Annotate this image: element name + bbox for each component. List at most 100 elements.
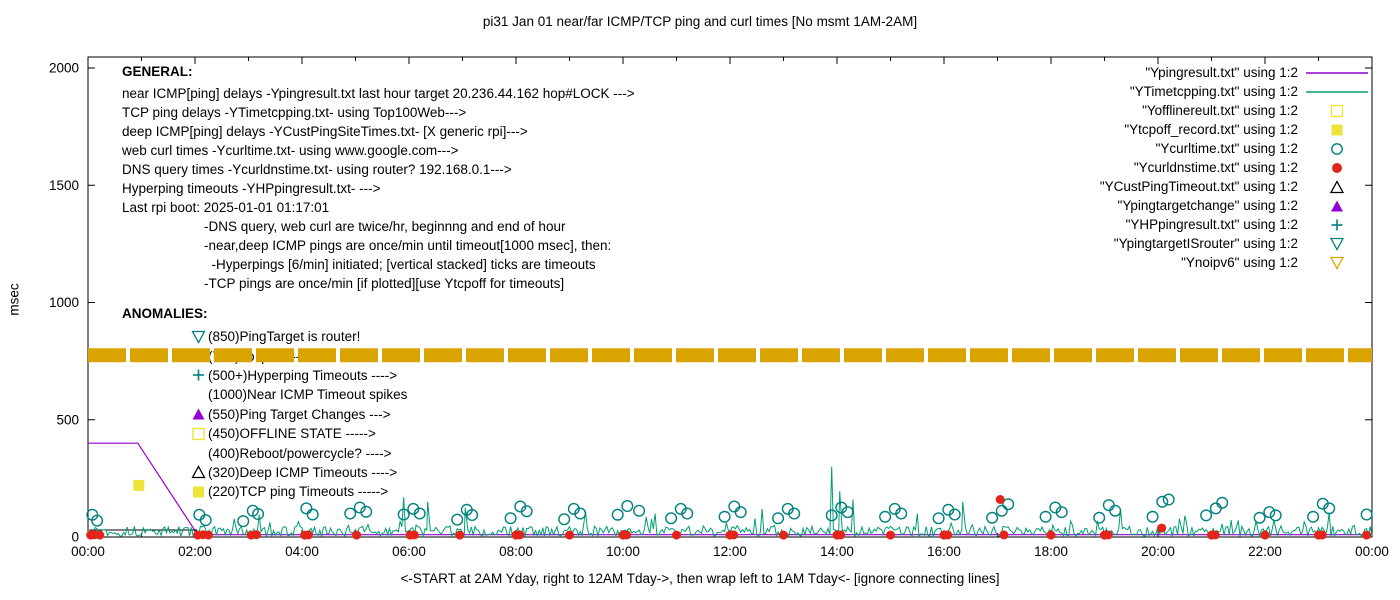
x-tick-label: 18:00 [1034,544,1068,559]
general-line: -near,deep ICMP pings are once/min until… [204,238,612,253]
general-line: -DNS query, web curl are twice/hr, begin… [204,219,566,234]
curl-point [1002,498,1015,511]
anomaly-line: (320)Deep ICMP Timeouts ----> [191,463,407,482]
dns-point [252,530,261,540]
legend-item: "YpingtargetISrouter" using 1:2 [1030,234,1370,253]
dns-point [455,530,465,540]
anomaly-line-text: (450)OFFLINE STATE -----> [208,426,376,442]
plus-icon [191,368,208,382]
curl-point [948,508,961,521]
dns-point [515,530,525,540]
curl-point [788,507,801,520]
curl-point [1200,509,1213,522]
curl-point [1253,511,1266,524]
y-tick-label: 500 [56,412,79,427]
anomaly-line-text: (320)Deep ICMP Timeouts ----> [208,464,398,480]
general-line: TCP ping delays -YTimetcpping.txt- using… [122,105,467,120]
curl-point [451,513,464,526]
line-icon [1304,85,1370,99]
general-line: web curl times -Ycurltime.txt- using www… [122,143,459,158]
y-tick-label: 1500 [49,178,79,193]
dns-point [95,530,105,540]
x-tick-label: 16:00 [927,544,961,559]
x-tick-label: 04:00 [285,544,319,559]
curl-point [1109,504,1122,517]
curl-point [681,507,694,520]
dns-point [352,530,362,540]
dns-point [203,530,213,540]
dns-point [729,530,739,540]
curl-point [91,514,104,527]
x-tick-label: 00:00 [71,544,105,559]
curl-point [574,507,587,520]
y-tick-label: 2000 [49,61,79,76]
legend-item-label: "Ypingtargetchange" using 1:2 [1117,198,1298,213]
curl-point [558,513,571,526]
tcp-ping-line [87,466,1373,539]
circle-filled-icon [1304,161,1370,175]
dns-point [995,495,1005,504]
legend-item: "Ycurltime.txt" using 1:2 [1030,139,1370,158]
curl-point [986,511,999,524]
legend-item-label: "Ynoipv6" using 1:2 [1181,255,1298,270]
x-tick-label: 06:00 [392,544,426,559]
x-tick-label: 12:00 [713,544,747,559]
anomaly-line: (500+)Hyperping Timeouts ----> [191,366,407,385]
curl-point [728,500,741,513]
curl-point [1102,499,1115,512]
anomaly-line-text: (850)PingTarget is router! [208,329,361,345]
dns-point [622,530,632,540]
curl-point [841,506,854,519]
dns-point [1157,523,1167,533]
x-axis-label: <-START at 2AM Yday, right to 12AM Tday-… [400,571,1000,586]
dns-point [886,530,895,540]
curl-point [306,508,319,521]
square-filled-icon [1304,123,1370,137]
y-tick-label: 1000 [49,295,79,310]
dns-point [672,530,681,540]
dns-point [1317,530,1327,540]
curl-point [1156,495,1169,508]
x-tick-label: 22:00 [1248,544,1282,559]
dns-point [1103,530,1113,540]
dns-point [836,530,846,540]
curl-point [504,512,517,525]
legend-item: "Ytcpoff_record.txt" using 1:2 [1030,120,1370,139]
curl-point [193,508,206,521]
legend-item-label: "YHPpingresult.txt" using 1:2 [1125,217,1298,232]
x-tick-label: 20:00 [1141,544,1175,559]
dns-point [565,530,574,540]
triangle-up-open-icon [1304,179,1370,194]
anomaly-lines: (850)PingTarget is router!(725)no ipv6 -… [191,327,407,502]
general-line: -Hyperpings [6/min] initiated; [vertical… [204,257,596,272]
square-filled-icon [191,485,208,499]
legend-item-label: "YTimetcpping.txt" using 1:2 [1129,84,1298,99]
dns-point [779,530,788,540]
dns-point [1362,530,1372,540]
curl-point [665,512,678,525]
curl-point [895,507,908,520]
chart-title: pi31 Jan 01 near/far ICMP/TCP ping and c… [482,14,918,29]
y-tick-label: 0 [71,530,79,545]
legend-item: "YCustPingTimeout.txt" using 1:2 [1030,177,1370,196]
legend-item: "Ycurldnstime.txt" using 1:2 [1030,158,1370,177]
anomaly-line: (220)TCP ping Timeouts -----> [191,482,407,501]
curl-point [1307,510,1320,523]
triangle-down-open-icon [191,330,208,344]
curl-point [199,514,212,527]
dns-point [943,530,953,540]
general-section-title: GENERAL: [122,64,193,79]
general-line: near ICMP[ping] delays -Ypingresult.txt … [122,86,635,101]
curl-point [466,509,479,522]
tcp-timeout-point [133,479,145,491]
curl-point [1263,506,1276,519]
triangle-up-open-icon [191,465,208,479]
dns-point [409,530,419,540]
legend: "Ypingresult.txt" using 1:2 "YTimetcpping… [1030,63,1370,272]
curl-point [413,507,426,520]
curl-point [611,508,624,521]
curl-point [1216,496,1229,509]
triangle-down-open-icon [1304,256,1370,270]
anomaly-line: (550)Ping Target Changes ---> [191,405,407,424]
